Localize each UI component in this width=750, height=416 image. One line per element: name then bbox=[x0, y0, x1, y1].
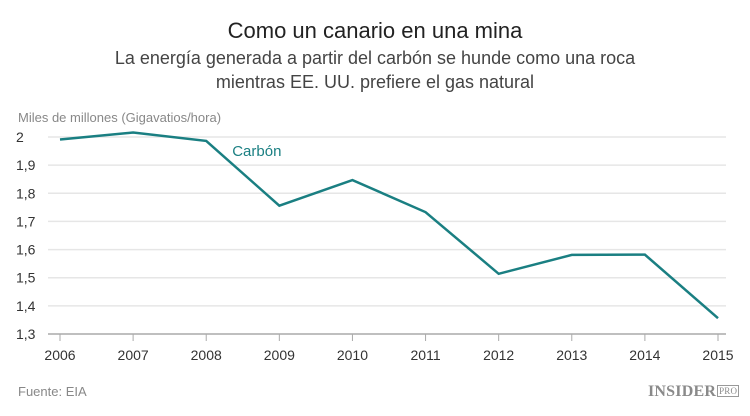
series-line-carbon bbox=[59, 131, 719, 320]
series-label-carbon: Carbón bbox=[232, 143, 281, 160]
y-tick-label: 1,3 bbox=[16, 326, 36, 342]
y-tick-label: 1,4 bbox=[16, 298, 36, 314]
x-tick-label: 2014 bbox=[629, 347, 660, 363]
y-axis-label: Miles de millones (Gigavatios/hora) bbox=[18, 110, 221, 125]
subtitle-line-1: La energía generada a partir del carbón … bbox=[114, 48, 636, 68]
x-tick-label: 2012 bbox=[483, 347, 514, 363]
y-tick-label: 1,6 bbox=[16, 242, 36, 258]
x-tick-label: 2013 bbox=[556, 347, 587, 363]
y-tick-label: 2 bbox=[16, 129, 24, 145]
x-tick-label: 2007 bbox=[118, 347, 149, 363]
x-tick-label: 2015 bbox=[702, 347, 733, 363]
x-tick-label: 2006 bbox=[44, 347, 75, 363]
x-tick-label: 2009 bbox=[264, 347, 295, 363]
y-tick-label: 1,7 bbox=[16, 213, 36, 229]
y-tick-label: 1,5 bbox=[16, 270, 36, 286]
x-tick-label: 2008 bbox=[191, 347, 222, 363]
logo-text: INSIDER bbox=[648, 383, 717, 400]
chart-subtitle: La energía generada a partir del carbón … bbox=[0, 46, 750, 94]
insider-pro-logo: INSIDER PRO bbox=[648, 383, 740, 401]
source-note: Fuente: EIA bbox=[18, 384, 87, 399]
y-tick-label: 1,9 bbox=[16, 157, 36, 173]
chart-title: Como un canario en una mina bbox=[227, 18, 523, 43]
y-tick-label: 1,8 bbox=[16, 185, 36, 201]
x-tick-label: 2010 bbox=[337, 347, 368, 363]
subtitle-line-2: mientras EE. UU. prefiere el gas natural bbox=[215, 72, 535, 92]
x-tick-label: 2011 bbox=[411, 347, 441, 363]
logo-badge: PRO bbox=[717, 385, 740, 397]
